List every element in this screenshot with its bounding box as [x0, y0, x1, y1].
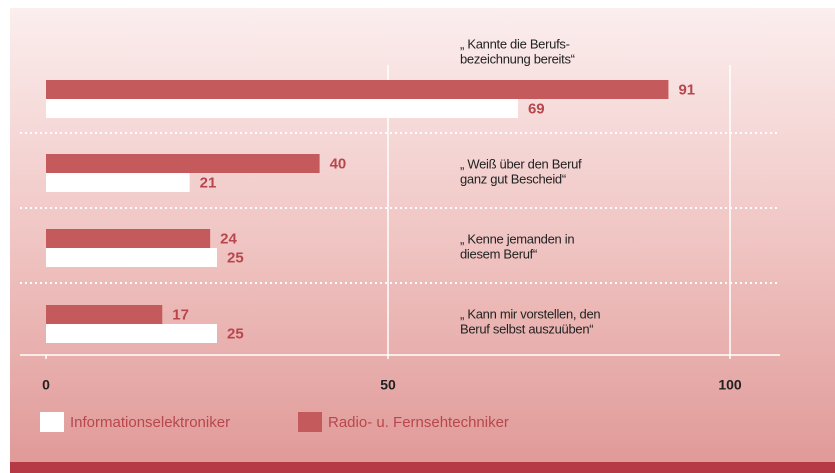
category-label: „ Weiß über den Beruf [460, 156, 582, 171]
x-tick-label: 100 [718, 377, 742, 393]
bar [46, 154, 320, 173]
legend-swatch [298, 412, 322, 432]
bar [46, 248, 217, 267]
value-label: 21 [200, 174, 217, 191]
value-label: 24 [220, 230, 237, 247]
bar [46, 99, 518, 118]
category-label: bezeichnung bereits“ [460, 51, 575, 66]
bottom-band [10, 462, 835, 473]
bar [46, 324, 217, 343]
bar [46, 305, 163, 324]
legend-swatch [40, 412, 64, 432]
value-label: 17 [172, 306, 189, 323]
category-label: „ Kann mir vorstellen, den [460, 306, 600, 321]
category-label: ganz gut Bescheid“ [460, 171, 566, 186]
category-label: „ Kannte die Berufs- [460, 36, 570, 51]
bar [46, 173, 190, 192]
bar [46, 229, 211, 248]
category-label: „ Kenne jemanden in [460, 231, 574, 246]
bar [46, 80, 669, 99]
value-label: 69 [528, 100, 545, 117]
category-label: diesem Beruf“ [460, 246, 537, 261]
value-label: 40 [330, 155, 347, 172]
legend-label: Informationselektroniker [70, 414, 230, 431]
value-label: 25 [227, 325, 244, 342]
legend-label: Radio- u. Fernsehtechniker [328, 414, 509, 431]
category-label: Beruf selbst auszuüben“ [460, 321, 593, 336]
value-label: 91 [678, 81, 695, 98]
value-label: 25 [227, 249, 244, 266]
x-tick-label: 0 [42, 377, 50, 393]
x-tick-label: 50 [380, 377, 396, 393]
